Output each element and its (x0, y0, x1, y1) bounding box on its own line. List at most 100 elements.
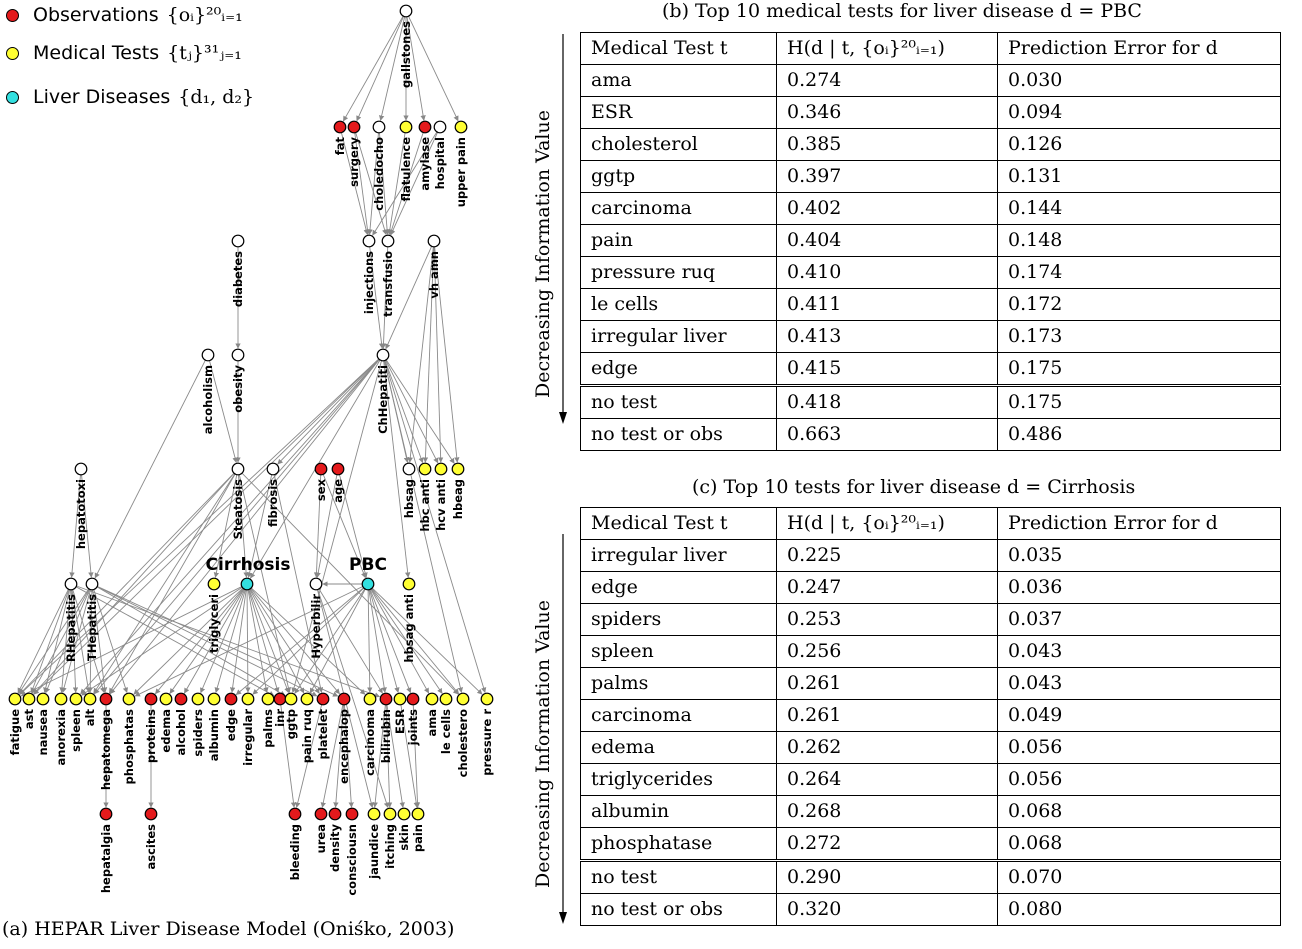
table-row: palms 0.261 0.043 (580, 667, 1281, 700)
edge-pbc-painruq (309, 588, 366, 694)
node-itching (383, 807, 397, 821)
node-sex (314, 462, 328, 476)
edge-cirrhosis-spiders (200, 589, 246, 694)
table-row-cell: 0.385 (776, 128, 998, 161)
table-header-row-cell: Prediction Error for d (997, 32, 1281, 65)
edge-pbc-edge (235, 587, 364, 695)
node-label-painruq: pain ruq (300, 709, 314, 763)
node-label-hbeag: hbeag (451, 479, 465, 519)
node-fat (333, 120, 347, 134)
caption-b: (b) Top 10 medical tests for liver disea… (662, 0, 1142, 22)
caption-a: (a) HEPAR Liver Disease Model (Oniśko, 2… (2, 918, 455, 940)
table-row-cell: 0.172 (997, 288, 1281, 321)
node-edge (224, 692, 238, 706)
edge-cirrhosis-platelet (249, 588, 320, 694)
table-row-cell: 0.037 (997, 603, 1281, 636)
node-label-platelet: platelet (316, 709, 330, 760)
table-row-cell: carcinoma (580, 192, 777, 225)
node-label-hepatalgia: hepatalgia (99, 824, 113, 893)
edge-transfusio-chhepatiti (380, 246, 389, 349)
node-label-ascites: ascites (144, 824, 158, 870)
node-label-encephalop: encephalop (337, 709, 351, 784)
table-row-cell: 0.247 (776, 571, 998, 604)
node-spiders (191, 692, 205, 706)
node-label-hospital: hospital (433, 137, 447, 189)
node-label-consciousn: consciousn (345, 824, 359, 896)
node-label-hbsag: hbsag (402, 479, 416, 518)
table-row-cell: 0.173 (997, 320, 1281, 353)
table-row-cell: irregular liver (580, 320, 777, 353)
node-inr (273, 692, 287, 706)
node-vhamn (427, 234, 441, 248)
node-encephalop (337, 692, 351, 706)
node-label-hepatomega: hepatomega (99, 709, 113, 790)
disease-label-cirrhosis: Cirrhosis (206, 555, 291, 575)
node-label-alt: alt (83, 709, 97, 727)
baseline-row: no test or obs 0.320 0.080 (580, 893, 1281, 926)
node-label-pressurer: pressure r (480, 709, 494, 776)
table-row-cell: 0.049 (997, 699, 1281, 732)
edge-steatosis-ast (33, 472, 235, 695)
node-label-age: age (331, 479, 345, 503)
node-label-edema: edema (159, 709, 173, 753)
edge-vhamn-hbsag (407, 246, 434, 463)
node-ascites (144, 807, 158, 821)
edge-cirrhosis-alcohol (183, 588, 245, 694)
table-row-cell: 0.413 (776, 320, 998, 353)
edge-pbc-irregular (252, 587, 365, 695)
edge-chhepatiti-hcvanti (385, 359, 439, 464)
edge-hepatotoxi-thepatitis (81, 474, 94, 578)
node-density (328, 807, 342, 821)
edge-pbc-phosphatas (134, 586, 363, 697)
edge-fibrosis-cirrhosis (246, 474, 273, 578)
table-row: albumin 0.268 0.068 (580, 795, 1281, 828)
node-age (331, 462, 345, 476)
node-lecells (439, 692, 453, 706)
table-row: le cells 0.411 0.172 (580, 288, 1281, 321)
edge-steatosis-fatigue (19, 472, 235, 695)
node-painruq (300, 692, 314, 706)
node-label-alcoholism: alcoholism (201, 365, 215, 434)
edge-cirrhosis-encephalop (250, 588, 340, 695)
edge-sex-hyperbilir (313, 474, 322, 578)
table-header-row: Medical Test t H(d | t, {oᵢ}²⁰ᵢ₌₁) Predict… (580, 32, 1281, 65)
table-row-cell: edge (580, 352, 777, 386)
table-row-cell: 0.175 (997, 352, 1281, 386)
edge-pbc-lecells (370, 588, 443, 694)
observation-dot-icon (6, 8, 19, 22)
legend-math: {d₁, d₂} (178, 86, 255, 108)
node-label-density: density (328, 823, 342, 872)
node-injections (362, 234, 376, 248)
node-label-itching: itching (383, 824, 397, 869)
node-label-ggtp: ggtp (284, 709, 298, 739)
edge-age-hyperbilir (315, 474, 338, 578)
edge-cirrhosis-proteins (155, 588, 244, 695)
node-spleen (69, 692, 83, 706)
node-pbc (361, 577, 375, 591)
node-fibrosis (266, 462, 280, 476)
edge-thepatitis-phosphatas (93, 589, 128, 694)
table-row-cell: 0.068 (997, 827, 1281, 861)
node-pain (411, 807, 425, 821)
node-gallstones (399, 4, 413, 18)
node-label-skin: skin (397, 824, 411, 851)
edge-rhepatitis-inr (75, 586, 275, 697)
node-label-choledocho: choledocho (372, 137, 386, 211)
edge-alcoholism-thepatitis (94, 359, 206, 579)
table-row-cell: 0.148 (997, 224, 1281, 257)
edge-steatosis-alt (93, 473, 236, 694)
node-hbsaganti (402, 577, 416, 591)
medical-test-dot-icon (6, 46, 19, 60)
node-alcohol (174, 692, 188, 706)
edge-bilirubin-skin (386, 704, 405, 808)
node-platelet (316, 692, 330, 706)
node-bilirubin (379, 692, 393, 706)
node-label-sex: sex (314, 478, 328, 501)
node-label-fibrosis: fibrosis (266, 479, 280, 527)
node-skin (397, 807, 411, 821)
node-label-fatigue: fatigue (8, 709, 22, 756)
node-diabetes (231, 234, 245, 248)
table-row: irregular liver 0.413 0.173 (580, 320, 1281, 353)
table-row: phosphatase 0.272 0.068 (580, 827, 1281, 861)
table-row-cell: 0.094 (997, 96, 1281, 129)
